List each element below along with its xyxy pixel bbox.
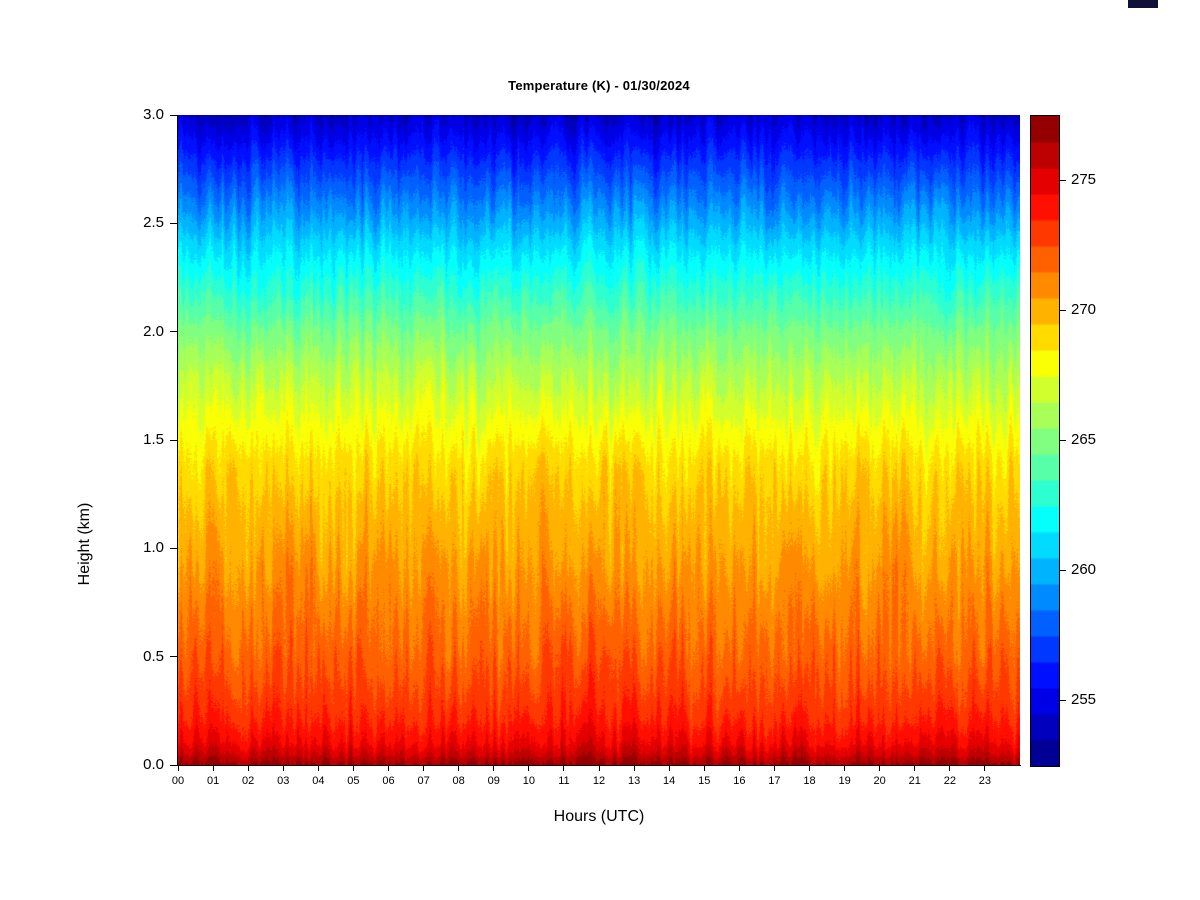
y-tick-label: 0.0 xyxy=(143,756,164,773)
y-tick-mark xyxy=(170,764,178,766)
x-tick-mark xyxy=(598,765,600,771)
x-tick-label: 03 xyxy=(277,775,290,787)
y-tick-mark xyxy=(170,656,178,658)
x-tick-mark xyxy=(352,765,354,771)
x-tick-label: 05 xyxy=(347,775,360,787)
x-tick-mark xyxy=(738,765,740,771)
colorbar-tick-label: 265 xyxy=(1071,431,1097,448)
colorbar-tick-mark xyxy=(1060,699,1066,701)
colorbar-tick-label: 260 xyxy=(1071,561,1097,578)
screen-edge-artifact xyxy=(1128,0,1158,8)
x-tick-mark xyxy=(949,765,951,771)
x-tick-mark xyxy=(914,765,916,771)
y-tick-mark xyxy=(170,222,178,224)
x-tick-label: 07 xyxy=(417,775,430,787)
x-tick-mark xyxy=(528,765,530,771)
x-tick-label: 08 xyxy=(452,775,465,787)
x-tick-label: 22 xyxy=(943,775,956,787)
x-tick-mark xyxy=(493,765,495,771)
x-tick-label: 21 xyxy=(908,775,921,787)
chart-title: Temperature (K) - 01/30/2024 xyxy=(508,78,690,93)
x-tick-label: 01 xyxy=(206,775,220,787)
x-tick-label: 18 xyxy=(803,775,816,787)
colorbar-tick-mark xyxy=(1060,309,1066,311)
x-tick-label: 06 xyxy=(382,775,395,787)
y-tick-label: 1.0 xyxy=(143,539,164,557)
x-tick-mark xyxy=(668,765,670,771)
x-tick-mark xyxy=(563,765,565,771)
x-tick-mark xyxy=(247,765,249,771)
x-tick-label: 11 xyxy=(558,775,570,787)
x-tick-label: 12 xyxy=(592,775,606,787)
colorbar-tick-label: 270 xyxy=(1071,301,1097,318)
x-tick-label: 16 xyxy=(733,775,746,787)
x-tick-mark xyxy=(703,765,705,771)
y-tick-label: 2.5 xyxy=(143,214,164,232)
y-tick-label: 3.0 xyxy=(143,106,164,123)
y-tick-label: 2.0 xyxy=(143,322,164,340)
y-tick-mark xyxy=(170,114,178,116)
x-tick-mark xyxy=(984,765,986,771)
x-tick-mark xyxy=(879,765,881,771)
colorbar-tick-label: 255 xyxy=(1071,691,1097,708)
x-tick-label: 23 xyxy=(978,775,992,787)
x-tick-mark xyxy=(177,765,179,771)
x-tick-label: 17 xyxy=(768,775,781,787)
x-tick-label: 19 xyxy=(838,775,851,787)
y-tick-mark xyxy=(170,331,178,333)
y-tick-mark xyxy=(170,547,178,549)
colorbar-tick-mark xyxy=(1060,179,1066,181)
x-axis-title: Hours (UTC) xyxy=(553,808,645,825)
y-tick-label: 0.5 xyxy=(143,647,164,665)
colorbar-tick-label: 275 xyxy=(1071,171,1097,188)
x-tick-label: 20 xyxy=(873,775,886,787)
y-tick-label: 1.5 xyxy=(143,431,164,448)
y-axis-title: Height (km) xyxy=(76,502,93,586)
y-tick-mark xyxy=(170,439,178,441)
x-tick-label: 02 xyxy=(242,775,255,787)
colorbar-tick-mark xyxy=(1060,569,1066,571)
x-tick-mark xyxy=(633,765,635,771)
x-tick-mark xyxy=(773,765,775,771)
x-tick-mark xyxy=(458,765,460,771)
x-tick-mark xyxy=(423,765,425,771)
colorbar xyxy=(1030,115,1060,767)
x-tick-label: 10 xyxy=(522,775,535,787)
x-tick-mark xyxy=(212,765,214,771)
x-tick-label: 15 xyxy=(698,775,711,787)
x-tick-mark xyxy=(282,765,284,771)
x-tick-mark xyxy=(388,765,389,771)
x-tick-mark xyxy=(809,765,810,771)
x-tick-label: 09 xyxy=(487,775,500,787)
x-tick-label: 00 xyxy=(171,775,185,787)
x-tick-mark xyxy=(317,765,319,771)
colorbar-tick-mark xyxy=(1060,439,1066,441)
x-tick-label: 04 xyxy=(312,775,325,787)
y-axis-line xyxy=(177,115,178,766)
x-tick-mark xyxy=(844,765,846,771)
x-tick-label: 13 xyxy=(627,775,641,787)
temperature-heatmap xyxy=(178,115,1020,765)
x-tick-label: 14 xyxy=(663,775,676,787)
